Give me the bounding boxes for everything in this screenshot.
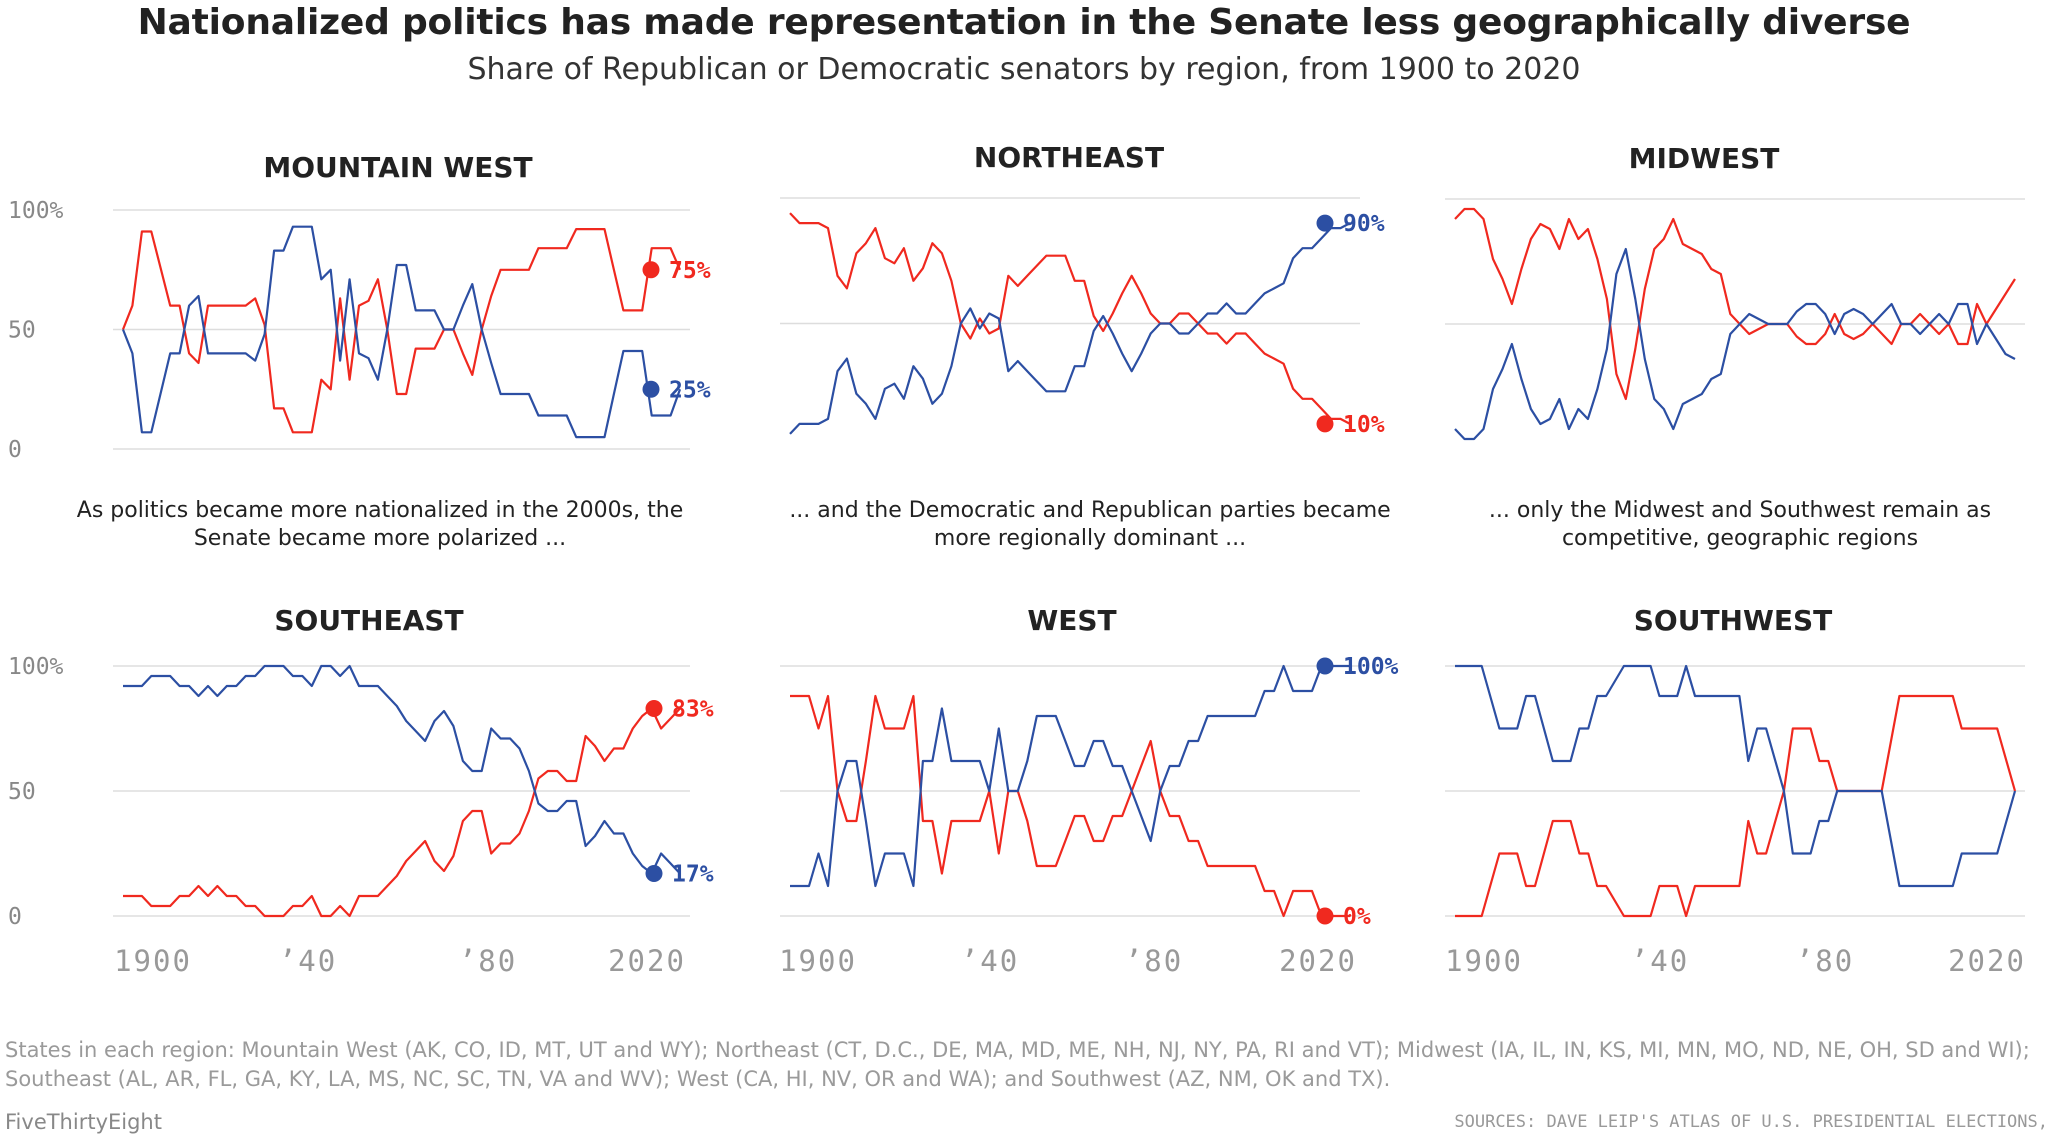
x-tick-label: 2020 bbox=[1279, 944, 1357, 978]
y-tick-label: 0 bbox=[8, 904, 22, 930]
sources-note: SOURCES: DAVE LEIP'S ATLAS OF U.S. PRESI… bbox=[1454, 1112, 2048, 1132]
y-tick-label: 0 bbox=[8, 437, 22, 463]
caption-regionally-dominant: ... and the Democratic and Republican pa… bbox=[789, 498, 1391, 551]
democrat-series-line bbox=[1454, 247, 2016, 441]
panel-title-west: WEST bbox=[1027, 604, 1117, 637]
democrat-end-marker bbox=[642, 380, 660, 398]
republican-end-marker bbox=[645, 700, 663, 717]
democrat-end-marker bbox=[1316, 657, 1334, 675]
republican-end-label: 0% bbox=[1343, 904, 1371, 930]
democrat-series-line bbox=[121, 225, 682, 439]
panel-title-northeast: NORTHEAST bbox=[973, 141, 1165, 174]
y-tick-label: 100% bbox=[8, 198, 64, 224]
republican-series-line bbox=[790, 694, 1350, 918]
x-tick-label: ’80 bbox=[1125, 944, 1183, 978]
republican-end-marker bbox=[1316, 415, 1334, 433]
x-tick-label: ’40 bbox=[961, 944, 1019, 978]
x-tick-label: 1900 bbox=[1445, 944, 1523, 978]
y-tick-label: 50 bbox=[8, 318, 36, 344]
democrat-end-marker bbox=[645, 865, 663, 882]
republican-end-marker bbox=[1316, 907, 1334, 925]
democrat-series-line bbox=[123, 664, 681, 875]
x-tick-label: 1900 bbox=[114, 944, 192, 978]
republican-series-line bbox=[121, 228, 682, 434]
republican-end-marker bbox=[642, 261, 660, 279]
democrat-end-marker bbox=[1316, 214, 1334, 232]
x-tick-label: ’80 bbox=[1796, 944, 1854, 978]
democrat-end-label: 90% bbox=[1343, 211, 1385, 237]
democrat-end-label: 25% bbox=[669, 377, 711, 403]
x-tick-label: 2020 bbox=[1948, 944, 2026, 978]
panel-title-southwest: SOUTHWEST bbox=[1633, 604, 1833, 637]
republican-series-line bbox=[1455, 694, 2017, 918]
democrat-end-label: 100% bbox=[1343, 654, 1399, 680]
republican-end-label: 83% bbox=[672, 697, 714, 723]
page-title: Nationalized politics has made represent… bbox=[137, 2, 1911, 43]
republican-end-label: 10% bbox=[1343, 412, 1385, 438]
democrat-series-line bbox=[789, 222, 1351, 435]
democrat-series-line bbox=[1455, 664, 2017, 888]
panel-title-southeast: SOUTHEAST bbox=[274, 604, 464, 637]
democrat-series-line bbox=[790, 664, 1350, 888]
republican-series-line bbox=[789, 212, 1351, 425]
democrat-end-label: 17% bbox=[672, 862, 714, 888]
republican-end-label: 75% bbox=[669, 258, 711, 284]
caption-competitive: ... only the Midwest and Southwest remai… bbox=[1488, 498, 1992, 551]
caption-polarized: As politics became more nationalized in … bbox=[76, 498, 684, 551]
page-subtitle: Share of Republican or Democratic senato… bbox=[467, 52, 1581, 87]
x-tick-label: 2020 bbox=[608, 944, 686, 978]
y-tick-label: 100% bbox=[8, 654, 64, 680]
x-tick-label: ’40 bbox=[1631, 944, 1689, 978]
panel-title-midwest: MIDWEST bbox=[1628, 142, 1780, 175]
republican-series-line bbox=[1454, 207, 2016, 401]
y-tick-label: 50 bbox=[8, 779, 36, 805]
x-tick-label: 1900 bbox=[779, 944, 857, 978]
x-tick-label: ’40 bbox=[279, 944, 337, 978]
brand-logo-text: FiveThirtyEight bbox=[5, 1110, 162, 1134]
footnote-region-states: States in each region: Mountain West (AK… bbox=[5, 1038, 2030, 1091]
panel-title-mountain-west: MOUNTAIN WEST bbox=[263, 151, 533, 184]
x-tick-label: ’80 bbox=[459, 944, 517, 978]
republican-series-line bbox=[123, 707, 681, 918]
